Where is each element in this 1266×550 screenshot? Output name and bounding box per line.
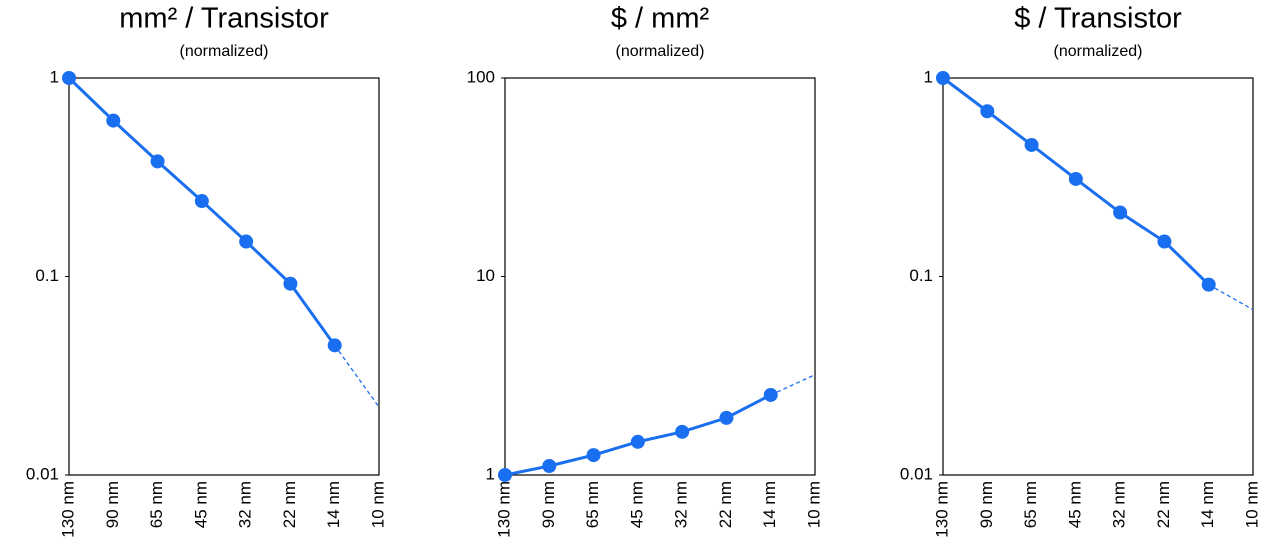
- x-tick-label: 65 nm: [1021, 481, 1040, 528]
- x-tick-label: 32 nm: [672, 481, 691, 528]
- projection-line: [1208, 284, 1254, 311]
- y-tick-label: 100: [467, 67, 495, 86]
- x-tick-label: 130 nm: [58, 481, 77, 538]
- data-point: [327, 338, 342, 353]
- y-tick-label: 10: [476, 266, 495, 285]
- x-tick-label: 22 nm: [280, 481, 299, 528]
- chart-title: mm² / Transistor: [119, 3, 329, 35]
- data-point: [150, 154, 165, 169]
- data-point: [1201, 277, 1216, 292]
- x-tick-label: 90 nm: [103, 481, 122, 528]
- x-tick-label: 14 nm: [324, 481, 343, 528]
- chart-subtitle: (normalized): [1054, 43, 1143, 60]
- x-tick-label: 130 nm: [494, 481, 513, 538]
- chart-title: $ / mm²: [611, 3, 710, 35]
- x-tick-label: 10 nm: [368, 481, 387, 528]
- data-point: [1157, 234, 1172, 249]
- data-point: [239, 234, 254, 249]
- x-tick-label: 65 nm: [147, 481, 166, 528]
- plot-frame: [504, 77, 816, 476]
- data-point: [542, 459, 557, 474]
- x-tick-label: 90 nm: [539, 481, 558, 528]
- x-tick-label: 45 nm: [1065, 481, 1084, 528]
- x-tick-label: 14 nm: [760, 481, 779, 528]
- x-tick-label: 10 nm: [1242, 481, 1261, 528]
- x-tick-label: 45 nm: [191, 481, 210, 528]
- chart-title: $ / Transistor: [1014, 3, 1182, 35]
- data-point: [719, 410, 734, 425]
- data-point: [980, 104, 995, 119]
- y-tick-label: 0.1: [909, 266, 933, 285]
- data-point: [62, 71, 76, 85]
- data-point: [630, 434, 645, 449]
- data-point: [194, 194, 209, 209]
- plot-frame: [68, 77, 380, 476]
- y-tick-label: 0.01: [900, 464, 933, 483]
- y-tick-label: 1: [50, 67, 59, 86]
- data-point: [936, 71, 950, 85]
- data-point: [1024, 137, 1039, 152]
- x-tick-label: 14 nm: [1198, 481, 1217, 528]
- data-point: [498, 468, 512, 482]
- x-tick-label: 32 nm: [1110, 481, 1129, 528]
- data-point: [675, 424, 690, 439]
- chart-subtitle: (normalized): [180, 43, 269, 60]
- data-point: [1113, 205, 1128, 220]
- x-tick-label: 45 nm: [627, 481, 646, 528]
- y-tick-label: 1: [486, 464, 495, 483]
- y-tick-label: 0.01: [26, 464, 59, 483]
- data-point: [1068, 171, 1083, 186]
- chart-subtitle: (normalized): [616, 43, 705, 60]
- projection-line: [770, 374, 816, 396]
- y-tick-label: 1: [924, 67, 933, 86]
- plot-frame: [942, 77, 1254, 476]
- data-point: [106, 113, 121, 128]
- projection-line: [334, 344, 380, 408]
- x-tick-label: 32 nm: [236, 481, 255, 528]
- x-tick-label: 90 nm: [977, 481, 996, 528]
- data-point: [763, 387, 778, 402]
- x-tick-label: 22 nm: [1154, 481, 1173, 528]
- x-tick-label: 10 nm: [804, 481, 823, 528]
- x-tick-label: 130 nm: [932, 481, 951, 538]
- y-tick-label: 0.1: [35, 266, 59, 285]
- data-point: [283, 276, 298, 291]
- x-tick-label: 22 nm: [716, 481, 735, 528]
- data-point: [586, 448, 601, 463]
- x-tick-label: 65 nm: [583, 481, 602, 528]
